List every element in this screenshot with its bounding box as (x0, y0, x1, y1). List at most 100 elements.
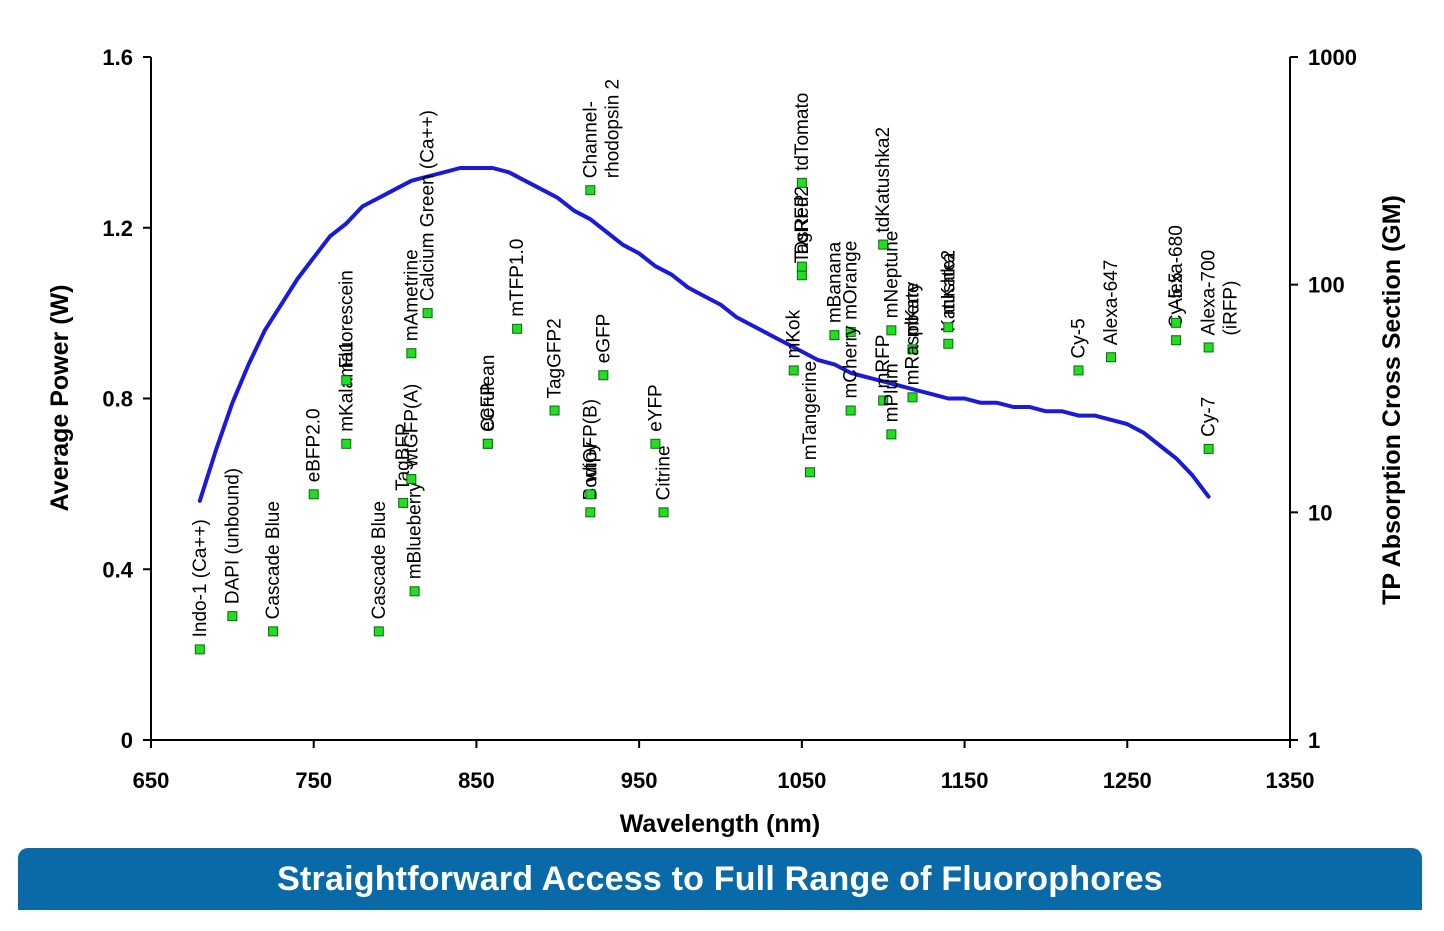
fluorophore-label-line: Cy-5.5 (1166, 272, 1187, 328)
fluorophore-label: Katushka (938, 252, 959, 332)
fluorophore-marker (907, 392, 918, 403)
fluorophore-label: Cascade Blue (263, 501, 284, 619)
y2-tick-label: 10 (1308, 500, 1332, 525)
fluorophore-marker (1171, 335, 1182, 346)
fluorophore-label-line: mTangerine (800, 361, 821, 460)
fluorophore-marker (585, 185, 596, 196)
fluorophore-label: eCFP (478, 383, 499, 432)
fluorophore-label: mTangerine (800, 361, 821, 460)
fluorophore-marker (406, 348, 417, 359)
fluorophore-label-line: Cy-5 (1068, 318, 1089, 358)
fluorophore-label: TagGFP2 (545, 318, 566, 398)
fluorophore-marker (341, 375, 352, 386)
fluorophore-marker (598, 370, 609, 381)
fluorophore-label: mBanana (824, 241, 845, 323)
fluorophore-label: Indo-1 (Ca++) (190, 519, 211, 637)
fluorophore-label-line: rhodopsin 2 (602, 79, 623, 178)
fluorophore-label-line: Bodipy (580, 442, 601, 501)
fluorophore-marker (549, 405, 560, 416)
fluorophore-label-line: TagBFP (393, 423, 414, 491)
fluorophore-label-line: Fluorescein (336, 270, 357, 368)
fluorophore-label: mBlueberry (405, 482, 426, 580)
fluorophore-marker (406, 474, 417, 485)
fluorophore-marker (886, 325, 897, 336)
fluorophore-marker (845, 405, 856, 416)
fluorophore-marker (943, 322, 954, 333)
fluorophore-label-line: mKate2 (938, 250, 959, 315)
fluorophore-label-line: eBFP2.0 (304, 408, 325, 482)
y2-axis-title: TP Absorption Cross Section (GM) (1378, 195, 1406, 605)
x-tick-label: 1050 (777, 768, 826, 793)
fluorophore-label-line: DAPI (unbound) (222, 468, 243, 604)
fluorophore-label: mKate (903, 282, 924, 337)
fluorophore-label: Fluorescein (336, 270, 357, 368)
fluorophore-label: mRaspberry (903, 281, 924, 385)
y-tick-label: 0.8 (102, 387, 133, 412)
fluorophore-label-line: Calcium Green (Ca++) (418, 110, 439, 301)
x-tick-label: 950 (621, 768, 658, 793)
fluorophore-label: TagBFP (393, 423, 414, 491)
fluorophore-label-line: TagRFP (792, 195, 813, 264)
y-axis-title: Average Power (W) (46, 285, 74, 512)
fluorophore-marker (482, 438, 493, 449)
fluorophore-label: Calcium Green (Ca++) (418, 110, 439, 301)
plot-frame (150, 57, 1291, 741)
fluorophore-label: mRFP (873, 335, 894, 389)
fluorophore-marker (308, 489, 319, 500)
fluorophore-label: mAmetrine (401, 249, 422, 341)
fluorophore-label: Cy-5.5 (1166, 272, 1187, 328)
fluorophore-marker (1171, 317, 1182, 328)
fluorophore-label-line: mKok (784, 309, 805, 358)
fluorophore-marker (422, 308, 433, 319)
fluorophore-label-line: Cascade Blue (369, 501, 390, 619)
fluorophore-marker (585, 489, 596, 500)
fluorophore-marker (796, 261, 807, 272)
fluorophore-label: Cy-7 (1199, 397, 1220, 437)
fluorophore-label: Channel-rhodopsin 2 (580, 79, 623, 178)
fluorophore-label: mKok (784, 309, 805, 358)
y-tick-label: 0 (121, 728, 133, 753)
x-tick-label: 1250 (1103, 768, 1152, 793)
fluorophore-label: tdKatushka2 (873, 127, 894, 233)
fluorophore-label: Citrine (654, 445, 675, 500)
fluorophore-label-line: mKalama1 (336, 341, 357, 432)
fluorophore-marker (268, 626, 279, 637)
fluorophore-label-line: mAmetrine (401, 249, 422, 341)
y-tick-label: 0.4 (102, 557, 133, 582)
fluorophore-label: Alexa-647 (1101, 260, 1122, 346)
fluorophore-marker (398, 497, 409, 508)
fluorophore-label-line: mPlum (881, 363, 902, 422)
fluorophore-label: Cerulean (478, 355, 499, 432)
fluorophore-label-line: Alexa-680 (1166, 225, 1187, 311)
fluorophore-marker (341, 438, 352, 449)
fluorophore-marker (194, 644, 205, 655)
fluorophore-label: mNeptune (881, 231, 902, 319)
fluorophore-label-line: eGFP (593, 314, 614, 364)
title-banner: Straightforward Access to Full Range of … (18, 848, 1422, 910)
fluorophore-marker (829, 330, 840, 341)
fluorophore-label: mPlum (881, 363, 902, 422)
x-tick-label: 850 (458, 768, 495, 793)
fluorophore-label-line: mTFP1.0 (507, 239, 528, 317)
fluorophore-marker (1073, 365, 1084, 376)
fluorophore-label-line: tdKatushka2 (873, 127, 894, 233)
fluorophore-label-line: wtGFP(A) (401, 384, 422, 468)
fluorophore-marker (907, 344, 918, 355)
power-curve (197, 166, 1211, 503)
x-tick-label: 1150 (941, 768, 989, 793)
fluorophore-marker (1106, 352, 1117, 363)
fluorophore-marker (227, 611, 238, 622)
fluorophore-label-line: Cerulean (478, 355, 499, 432)
x-tick-label: 750 (295, 768, 332, 793)
fluorophore-label-line: mBlueberry (405, 482, 426, 580)
fluorophore-marker (658, 507, 669, 518)
fluorophore-label-line: Citrine (654, 445, 675, 500)
fluorophore-label: eBFP2.0 (304, 408, 325, 482)
fluorophore-label-line: mNeptune (881, 231, 902, 319)
fluorophore-label: Alexa-680 (1166, 225, 1187, 311)
fluorophore-label-line: Cy-7 (1199, 397, 1220, 437)
fluorophore-label: wtGFP(A) (401, 384, 422, 468)
fluorophore-label: DsRed2 (792, 186, 813, 255)
fluorophore-marker (1203, 443, 1214, 454)
fluorophore-label: Cy-5 (1068, 318, 1089, 358)
